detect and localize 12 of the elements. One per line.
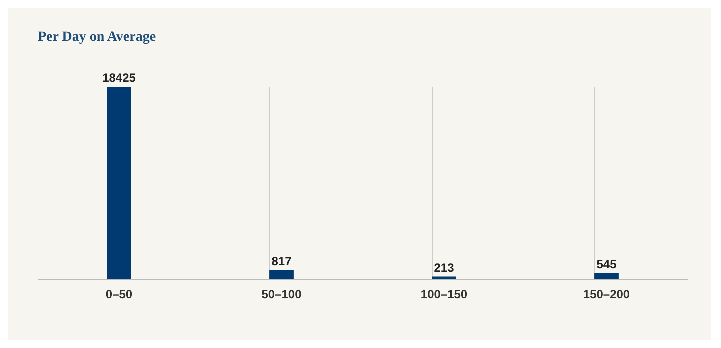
x-tick-label: 0–50 (106, 288, 133, 302)
data-label: 545 (596, 257, 618, 272)
data-label: 18425 (102, 71, 136, 85)
bar (107, 87, 132, 279)
x-tick-label: 100–150 (420, 288, 468, 302)
bar (594, 273, 619, 279)
x-tick-label: 150–200 (583, 288, 630, 302)
x-tick-label: 50–100 (262, 288, 302, 302)
data-label: 213 (434, 260, 455, 275)
chart-title: Per Day on Average (38, 30, 156, 45)
data-label: 817 (272, 254, 292, 268)
bar (270, 270, 294, 279)
